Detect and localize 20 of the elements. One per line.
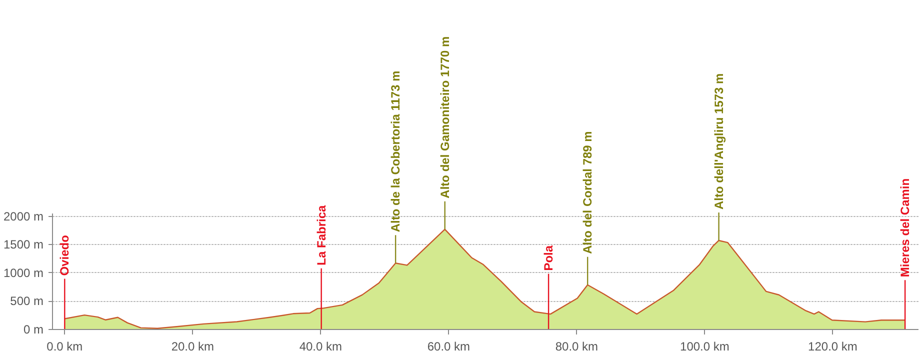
annotation: Alto dell'Angliru 1573 m: [712, 73, 726, 210]
ref-line-label: Mieres del Camin: [898, 178, 912, 278]
x-tick-label: 80.0 km: [555, 340, 598, 354]
ref-line-label: Oviedo: [58, 235, 72, 276]
ref-line-label: Pola: [542, 245, 556, 271]
y-tick-label: 500 m: [10, 294, 44, 308]
x-tick-label: 40.0 km: [299, 340, 342, 354]
annotation: Alto de la Cobertoria 1173 m: [388, 70, 403, 232]
y-tick-label: 2000 m: [3, 209, 44, 224]
y-tick-label: 1500 m: [3, 238, 44, 252]
y-tick-label: 1000 m: [3, 266, 44, 280]
x-tick-label: 60.0 km: [427, 340, 470, 354]
y-tick-label: 0 m: [23, 322, 44, 336]
x-tick-label: 120.0 km: [808, 340, 858, 354]
annotation: Alto del Cordal 789 m: [580, 131, 595, 254]
x-tick-label: 100.0 km: [680, 340, 730, 354]
x-tick-label: 20.0 km: [171, 340, 214, 354]
annotation: Alto del Gamoniteiro 1770 m: [438, 36, 452, 198]
ref-line-label: La Fabrica: [314, 205, 328, 266]
x-tick-label: 0.0 km: [46, 340, 83, 354]
